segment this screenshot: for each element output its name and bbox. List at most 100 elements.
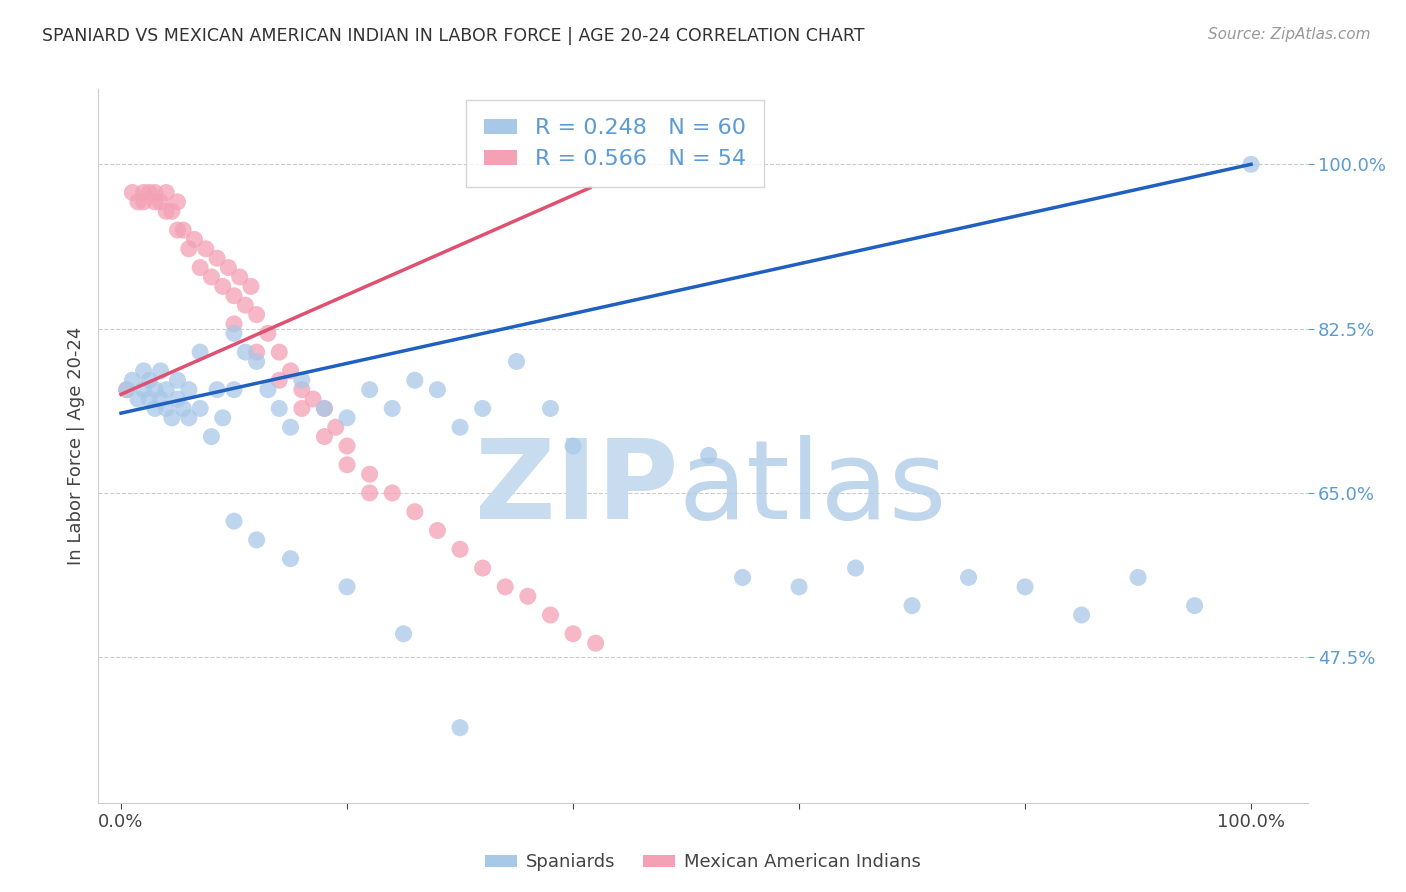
Point	[188, 401, 211, 416]
Point	[115, 383, 138, 397]
Point	[359, 383, 381, 397]
Point	[233, 345, 256, 359]
Point	[314, 401, 336, 416]
Point	[471, 401, 494, 416]
Point	[121, 186, 143, 200]
Point	[381, 486, 404, 500]
Point	[166, 373, 188, 387]
Point	[132, 364, 155, 378]
Point	[200, 429, 222, 443]
Point	[121, 373, 143, 387]
Text: SPANIARD VS MEXICAN AMERICAN INDIAN IN LABOR FORCE | AGE 20-24 CORRELATION CHART: SPANIARD VS MEXICAN AMERICAN INDIAN IN L…	[42, 27, 865, 45]
Point	[155, 383, 177, 397]
Point	[359, 467, 381, 482]
Point	[336, 439, 359, 453]
Point	[280, 551, 302, 566]
Point	[166, 392, 188, 406]
Legend: R = 0.248   N = 60, R = 0.566   N = 54: R = 0.248 N = 60, R = 0.566 N = 54	[467, 100, 763, 187]
Point	[302, 392, 325, 406]
Point	[211, 279, 233, 293]
Point	[585, 636, 607, 650]
Point	[1014, 580, 1036, 594]
Point	[314, 429, 336, 443]
Point	[222, 317, 245, 331]
Point	[155, 204, 177, 219]
Point	[449, 721, 471, 735]
Point	[336, 580, 359, 594]
Point	[138, 373, 160, 387]
Text: atlas: atlas	[679, 435, 948, 542]
Point	[381, 401, 404, 416]
Point	[166, 223, 188, 237]
Point	[240, 279, 263, 293]
Point	[127, 194, 149, 209]
Point	[291, 383, 314, 397]
Point	[143, 401, 166, 416]
Point	[426, 383, 449, 397]
Point	[149, 364, 172, 378]
Point	[143, 186, 166, 200]
Point	[115, 383, 138, 397]
Point	[183, 232, 205, 246]
Point	[731, 570, 754, 584]
Point	[188, 345, 211, 359]
Point	[138, 186, 160, 200]
Point	[200, 270, 222, 285]
Point	[562, 627, 585, 641]
Point	[143, 383, 166, 397]
Point	[1240, 157, 1263, 171]
Point	[291, 373, 314, 387]
Point	[222, 326, 245, 341]
Point	[901, 599, 924, 613]
Point	[211, 410, 233, 425]
Point	[194, 242, 217, 256]
Point	[505, 354, 527, 368]
Point	[228, 270, 250, 285]
Point	[280, 364, 302, 378]
Point	[177, 242, 200, 256]
Point	[132, 186, 155, 200]
Point	[538, 401, 561, 416]
Point	[336, 410, 359, 425]
Point	[471, 561, 494, 575]
Point	[957, 570, 980, 584]
Text: ZIP: ZIP	[475, 435, 679, 542]
Point	[205, 383, 228, 397]
Legend: Spaniards, Mexican American Indians: Spaniards, Mexican American Indians	[478, 847, 928, 879]
Point	[222, 289, 245, 303]
Point	[449, 420, 471, 434]
Point	[246, 345, 269, 359]
Point	[246, 308, 269, 322]
Point	[516, 589, 538, 603]
Point	[404, 373, 426, 387]
Point	[314, 401, 336, 416]
Point	[562, 439, 585, 453]
Point	[325, 420, 347, 434]
Point	[538, 607, 561, 622]
Point	[359, 486, 381, 500]
Point	[449, 542, 471, 557]
Point	[149, 392, 172, 406]
Y-axis label: In Labor Force | Age 20-24: In Labor Force | Age 20-24	[66, 326, 84, 566]
Point	[291, 401, 314, 416]
Point	[132, 194, 155, 209]
Point	[233, 298, 256, 312]
Point	[246, 354, 269, 368]
Point	[246, 533, 269, 547]
Point	[222, 514, 245, 528]
Point	[177, 383, 200, 397]
Point	[177, 410, 200, 425]
Point	[697, 449, 720, 463]
Point	[160, 204, 183, 219]
Point	[172, 401, 194, 416]
Point	[280, 420, 302, 434]
Point	[336, 458, 359, 472]
Point	[494, 580, 516, 594]
Point	[205, 251, 228, 265]
Point	[426, 524, 449, 538]
Point	[845, 561, 868, 575]
Point	[149, 194, 172, 209]
Point	[217, 260, 239, 275]
Point	[1184, 599, 1206, 613]
Point	[188, 260, 211, 275]
